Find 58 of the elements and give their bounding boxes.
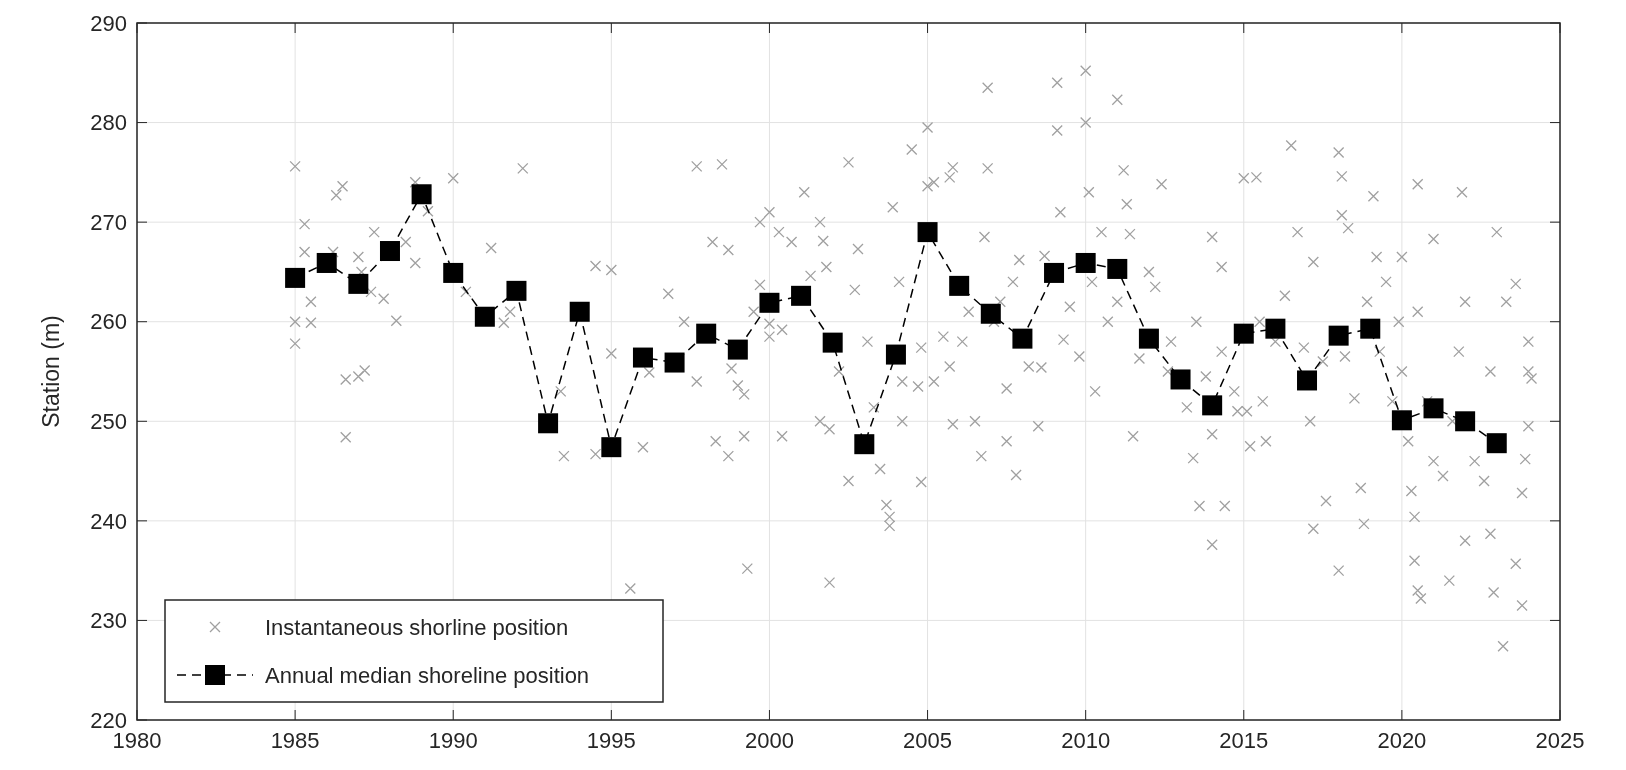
point [285, 267, 306, 288]
y-tick-label: 260 [90, 309, 127, 335]
point [1486, 433, 1507, 454]
point [379, 241, 400, 262]
point [664, 352, 685, 373]
legend-label: Annual median shoreline position [265, 662, 590, 688]
point [1297, 370, 1318, 391]
point [759, 292, 780, 313]
x-tick-label: 1990 [428, 728, 478, 753]
y-axis-title: Station (m) [38, 315, 64, 428]
point [1391, 410, 1412, 431]
point [474, 306, 495, 327]
point [506, 280, 527, 301]
x-tick-label: 2010 [1061, 728, 1111, 753]
y-tick-label: 290 [90, 10, 127, 36]
point [569, 301, 590, 322]
point [1044, 262, 1065, 283]
point [348, 273, 369, 294]
point [1265, 318, 1286, 339]
point [1138, 328, 1159, 349]
point [443, 262, 464, 283]
point [538, 413, 559, 434]
x-tick-label: 1995 [586, 728, 636, 753]
point [1360, 318, 1381, 339]
point [1202, 395, 1223, 416]
point [316, 252, 337, 273]
x-tick-label: 1985 [270, 728, 320, 753]
y-tick-label: 250 [90, 408, 127, 434]
point [822, 332, 843, 353]
point [632, 347, 653, 368]
point [1455, 411, 1476, 432]
x-tick-label: 2015 [1219, 728, 1269, 753]
point [980, 303, 1001, 324]
point [1170, 369, 1191, 390]
point [1075, 252, 1096, 273]
x-tick-label: 2020 [1377, 728, 1427, 753]
point [727, 339, 748, 360]
point [411, 184, 432, 205]
y-tick-label: 270 [90, 209, 127, 235]
point [1107, 258, 1128, 279]
y-tick-label: 240 [90, 508, 127, 534]
point [1012, 328, 1033, 349]
point [917, 222, 938, 243]
x-tick-label: 2000 [744, 728, 794, 753]
point [1423, 398, 1444, 419]
legend-label: Instantaneous shorline position [265, 614, 569, 640]
y-tick-label: 230 [90, 608, 127, 634]
point [1233, 323, 1254, 344]
y-tick-label: 280 [90, 110, 127, 136]
point [791, 285, 812, 306]
point [601, 437, 622, 458]
point [885, 344, 906, 365]
point [854, 434, 875, 455]
point [696, 323, 717, 344]
x-tick-label: 2025 [1535, 728, 1585, 753]
point [1328, 325, 1349, 346]
point [949, 275, 970, 296]
x-tick-label: 2005 [903, 728, 953, 753]
